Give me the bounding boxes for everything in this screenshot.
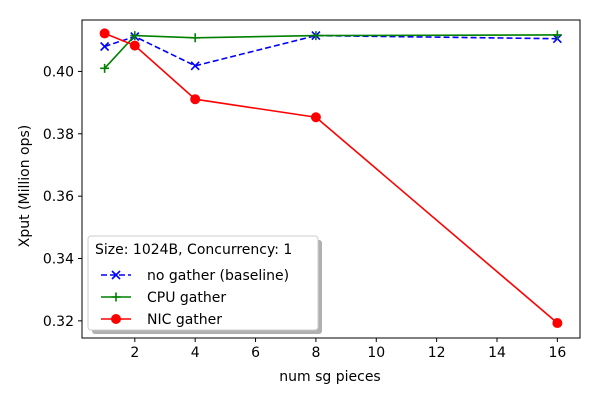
legend-entry: NIC gather — [101, 312, 222, 328]
y-tick-label: 0.32 — [43, 314, 74, 330]
x-tick-label: 10 — [367, 345, 385, 361]
legend-marker — [111, 270, 121, 280]
data-point — [552, 30, 562, 40]
data-point — [130, 31, 140, 41]
x-axis: 2 4 6 8 10 12 14 16 — [130, 338, 566, 361]
data-point — [99, 28, 110, 39]
series — [99, 28, 563, 329]
data-point — [190, 33, 200, 43]
plot-frame — [81, 19, 581, 339]
y-tick-label: 0.34 — [43, 252, 74, 268]
data-point — [190, 61, 200, 71]
legend-entry: CPU gather — [101, 290, 226, 306]
x-tick-label: 2 — [130, 345, 139, 361]
series-layer — [99, 28, 563, 329]
x-tick-label: 8 — [311, 345, 320, 361]
y-tick-label: 0.36 — [43, 189, 74, 205]
data-point — [129, 40, 140, 51]
legend-title: Size: 1024B, Concurrency: 1 — [95, 242, 292, 258]
legend-items: no gather (baseline) CPU gather NIC gather — [101, 268, 289, 328]
legend-label: NIC gather — [147, 312, 222, 328]
legend-marker — [111, 314, 121, 324]
x-tick-label: 12 — [428, 345, 446, 361]
series — [100, 30, 562, 73]
y-axis: 0.32 0.34 0.36 0.38 0.40 — [43, 64, 82, 330]
x-tick-label: 4 — [191, 345, 200, 361]
x-tick-label: 14 — [488, 345, 506, 361]
data-point — [311, 31, 321, 41]
y-axis-label: Xput (Million ops) — [17, 125, 33, 248]
series-line — [104, 34, 558, 69]
legend-entry: no gather (baseline) — [101, 268, 289, 284]
legend: Size: 1024B, Concurrency: 1 no gather (b… — [87, 235, 322, 334]
data-point — [100, 63, 110, 73]
y-tick-label: 0.38 — [43, 127, 74, 143]
legend-label: no gather (baseline) — [147, 268, 289, 284]
x-axis-label: num sg pieces — [279, 369, 380, 385]
x-tick-label: 16 — [548, 345, 566, 361]
series-line — [104, 34, 558, 67]
data-point — [190, 94, 201, 105]
legend-marker — [111, 292, 121, 302]
legend-box — [87, 235, 319, 331]
data-point — [310, 112, 321, 123]
plot-area — [81, 19, 581, 339]
data-point — [552, 318, 563, 329]
data-point — [100, 41, 110, 52]
legend-label: CPU gather — [147, 290, 226, 306]
y-tick-label: 0.40 — [43, 64, 74, 80]
x-tick-label: 6 — [251, 345, 260, 361]
